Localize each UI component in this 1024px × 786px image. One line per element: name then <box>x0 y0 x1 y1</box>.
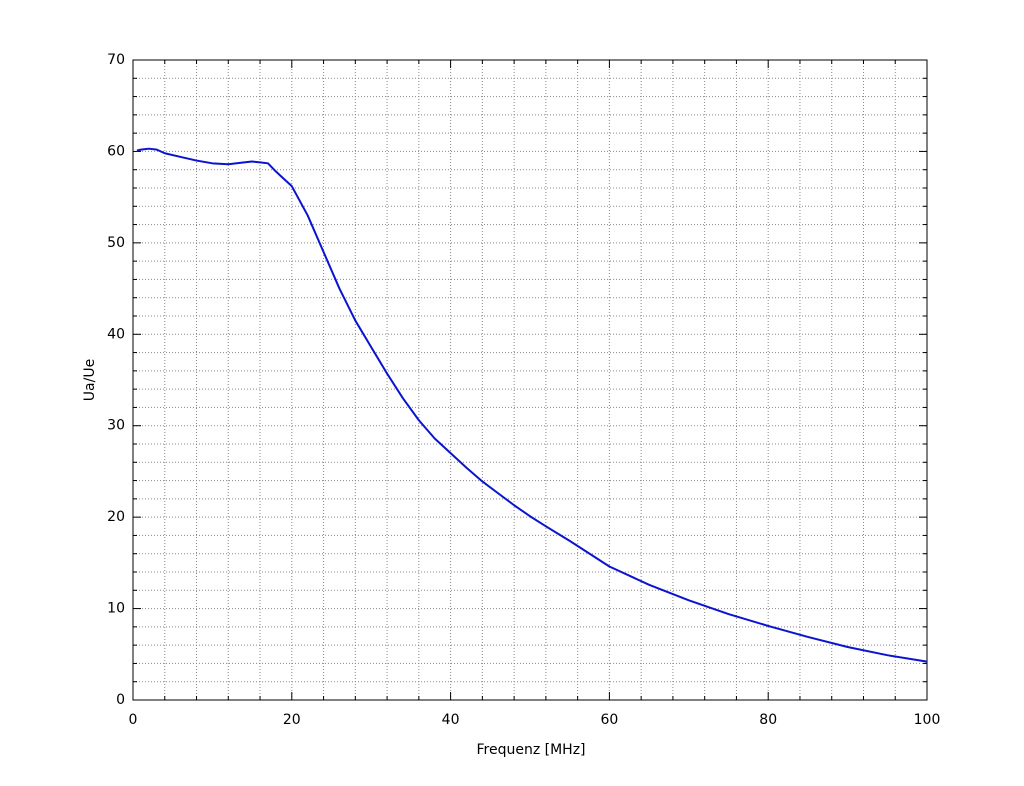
x-tick-label: 100 <box>914 712 941 728</box>
y-axis-label: Ua/Ue <box>82 359 98 401</box>
x-tick-label: 0 <box>129 712 138 728</box>
plot-frame <box>132 59 928 701</box>
y-tick-label: 50 <box>107 235 125 251</box>
y-tick-label: 0 <box>116 692 125 708</box>
x-tick-label: 80 <box>759 712 777 728</box>
x-tick-label: 20 <box>283 712 301 728</box>
y-tick-label: 40 <box>107 326 125 342</box>
y-tick-label: 10 <box>107 601 125 617</box>
data-line <box>136 147 928 663</box>
y-tick-label: 20 <box>107 509 125 525</box>
y-tick-label: 30 <box>107 418 125 434</box>
x-tick-label: 40 <box>442 712 460 728</box>
x-axis-label: Frequenz [MHz] <box>476 742 585 758</box>
y-tick-label: 60 <box>107 143 125 159</box>
x-tick-label: 60 <box>600 712 618 728</box>
y-tick-label: 70 <box>107 52 125 68</box>
